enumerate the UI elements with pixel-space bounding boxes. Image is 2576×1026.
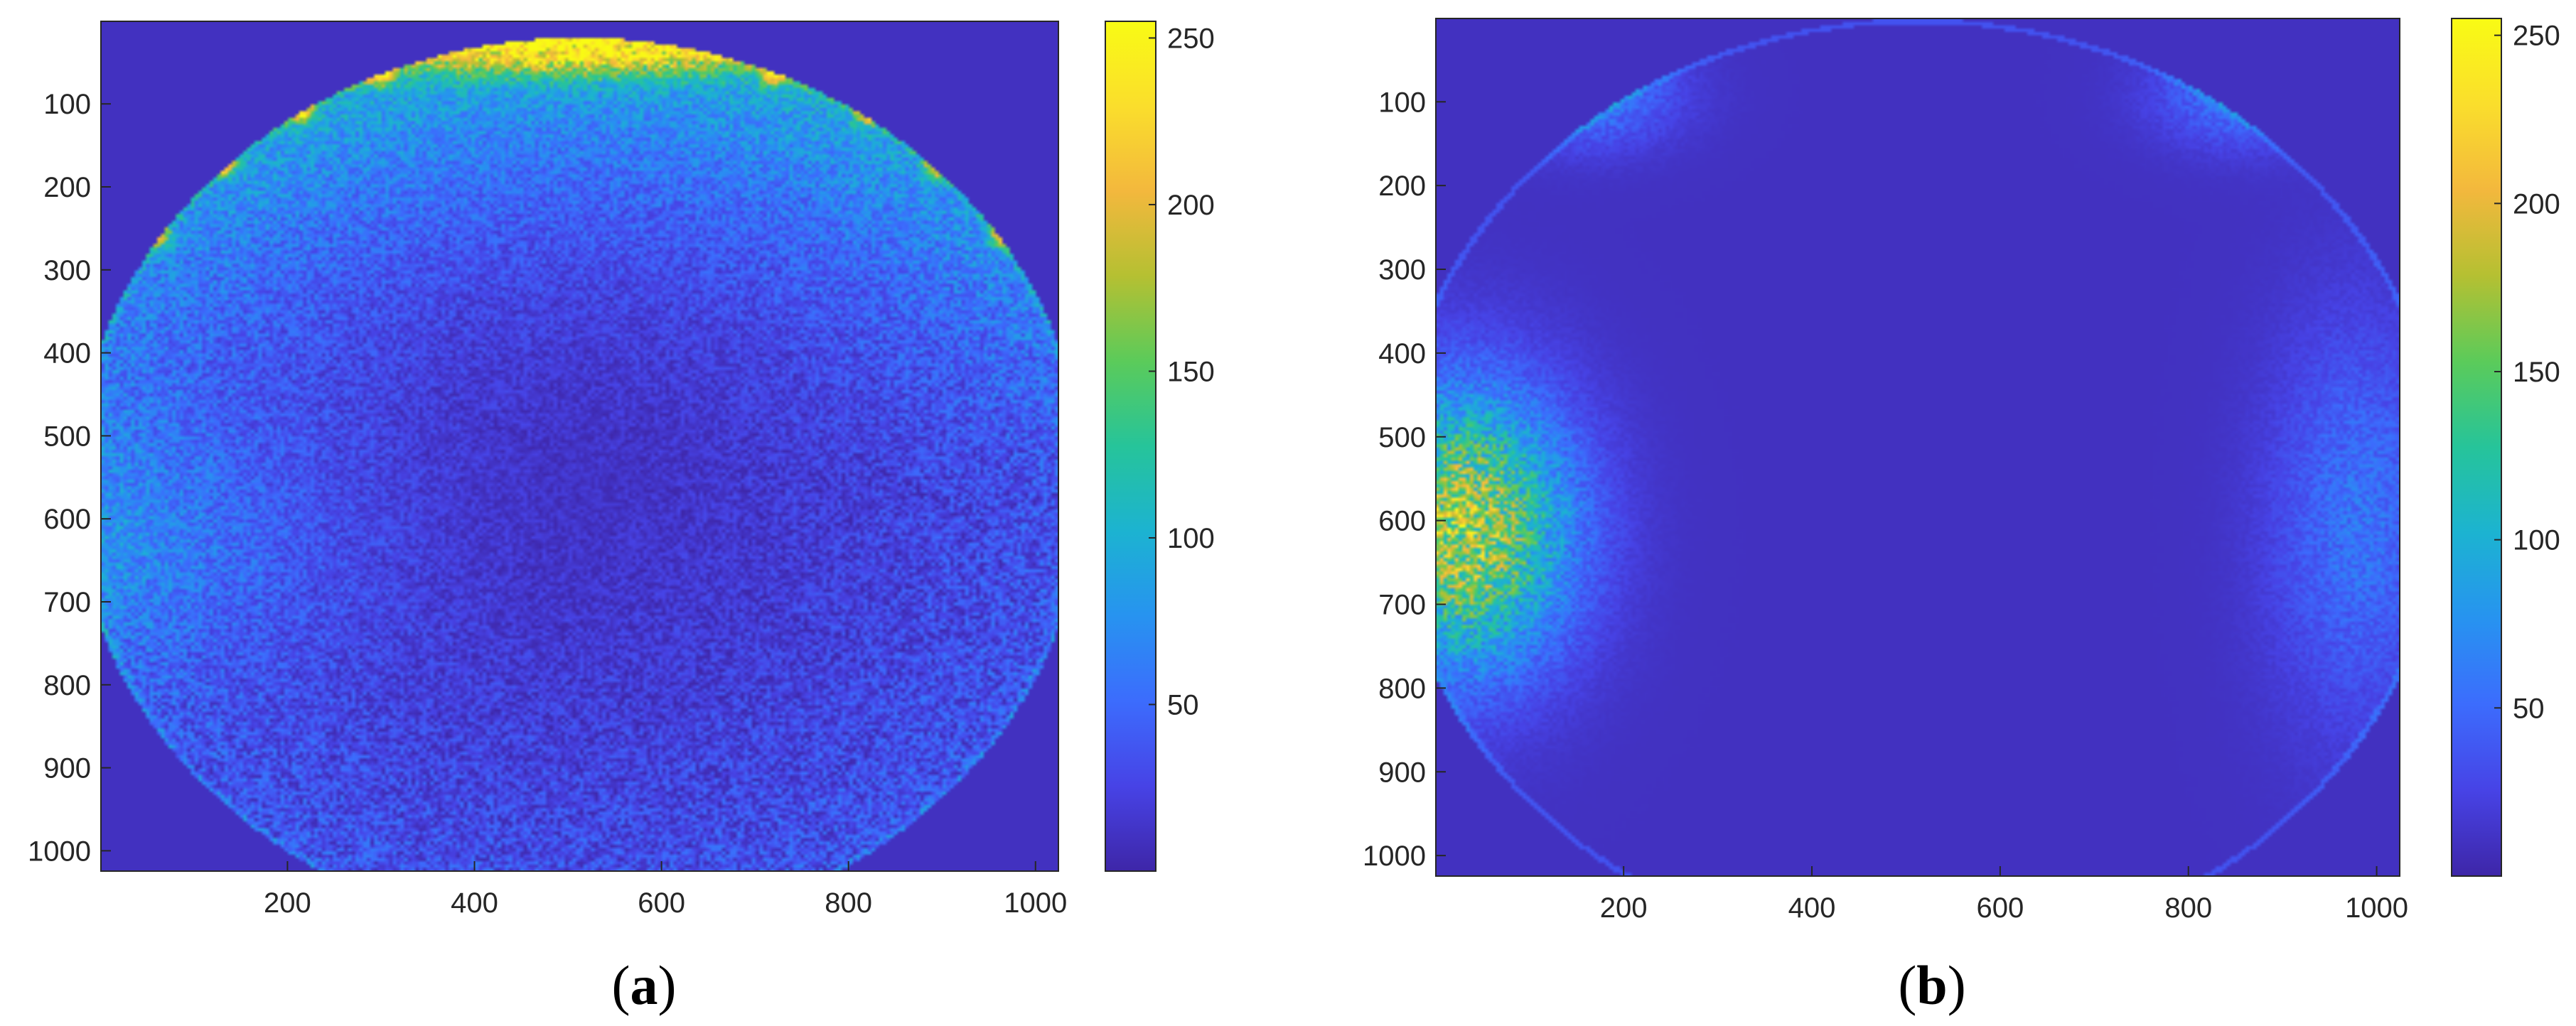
- y-tick-label: 100: [43, 89, 91, 120]
- x-tick-label: 800: [2164, 892, 2212, 924]
- colorbar-tick-label: 250: [1167, 23, 1215, 54]
- y-tick-label: 500: [43, 421, 91, 452]
- colorbar-a-box: [1105, 21, 1156, 872]
- colorbar-tick-label: 100: [1167, 523, 1215, 554]
- heatmap-a-x-axis: 200 400 600 800 1000: [264, 861, 1067, 919]
- y-tick-label: 700: [1378, 590, 1426, 621]
- x-tick-label: 400: [451, 887, 498, 919]
- y-tick-label: 600: [1378, 506, 1426, 537]
- y-tick-label: 300: [43, 255, 91, 286]
- y-tick-label: 200: [1378, 171, 1426, 202]
- y-tick-label: 900: [1378, 757, 1426, 788]
- x-tick-label: 200: [264, 887, 311, 919]
- panel-b: 200 400 600 800 1000 100 200 300 400 500 600 700 80…: [1288, 0, 2576, 1026]
- colorbar-a: [1105, 21, 1156, 871]
- panel-a-caption: (a): [611, 954, 677, 1016]
- heatmap-a-figure: 200 400 600 800 1000 100 200 300 400 500 600 700 80…: [28, 21, 1215, 919]
- y-tick-label: 800: [1378, 673, 1426, 704]
- colorbar-a-axis: 50 100 150 200 250: [1149, 23, 1215, 720]
- colorbar-tick-label: 250: [2513, 21, 2560, 52]
- y-tick-label: 600: [43, 504, 91, 535]
- heatmap-b-axes-box: [1435, 18, 2400, 877]
- colorbar-b: [2452, 18, 2501, 876]
- x-tick-label: 1000: [2345, 892, 2408, 924]
- colorbar-tick-label: 200: [2513, 188, 2560, 220]
- heatmap-a-image: [101, 21, 1058, 871]
- y-tick-label: 1000: [1363, 841, 1426, 872]
- colorbar-tick-label: 50: [2513, 693, 2545, 724]
- colorbar-tick-label: 50: [1167, 689, 1199, 720]
- x-tick-label: 200: [1600, 892, 1648, 924]
- heatmap-a-axes-box: [100, 21, 1059, 872]
- heatmap-b-y-axis: 100 200 300 400 500 600 700 800 900 1000: [1363, 87, 1446, 872]
- x-tick-label: 1000: [1004, 887, 1067, 919]
- y-tick-label: 400: [1378, 338, 1426, 369]
- heatmap-b-image: [1436, 18, 2400, 876]
- y-tick-label: 400: [43, 338, 91, 369]
- y-tick-label: 700: [43, 587, 91, 618]
- colorbar-b-box: [2451, 18, 2502, 877]
- colorbar-tick-label: 150: [1167, 356, 1215, 387]
- colorbar-tick-label: 200: [1167, 190, 1215, 221]
- heatmap-a-y-axis: 100 200 300 400 500 600 700 800 900 1000: [28, 89, 111, 867]
- y-tick-label: 100: [1378, 87, 1426, 118]
- y-tick-label: 200: [43, 172, 91, 203]
- y-tick-label: 800: [43, 670, 91, 701]
- heatmap-b-x-axis: 200 400 600 800 1000: [1600, 866, 2408, 924]
- y-tick-label: 900: [43, 753, 91, 784]
- x-tick-label: 800: [825, 887, 872, 919]
- colorbar-b-axis: 50 100 150 200 250: [2494, 21, 2560, 724]
- colorbar-tick-label: 150: [2513, 357, 2560, 388]
- heatmap-b-figure: 200 400 600 800 1000 100 200 300 400 500 600 700 80…: [1363, 18, 2560, 924]
- panel-a-label: a: [630, 954, 658, 1016]
- colorbar-tick-label: 100: [2513, 525, 2560, 556]
- x-tick-label: 600: [638, 887, 685, 919]
- panel-a: 200 400 600 800 1000 100 200 300 400 500 600 700 80…: [28, 21, 1215, 1016]
- x-tick-label: 600: [1976, 892, 2024, 924]
- panel-b-label: b: [1916, 954, 1948, 1016]
- x-tick-label: 400: [1788, 892, 1836, 924]
- y-tick-label: 500: [1378, 422, 1426, 453]
- y-tick-label: 300: [1378, 254, 1426, 286]
- y-tick-label: 1000: [28, 836, 91, 867]
- panel-b-caption: (b): [1898, 954, 1966, 1016]
